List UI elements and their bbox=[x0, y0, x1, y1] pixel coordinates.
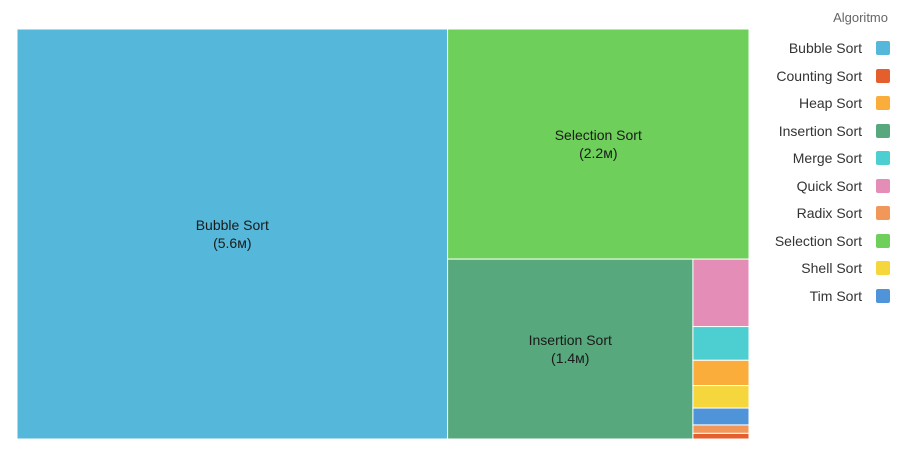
legend-label: Merge Sort bbox=[792, 150, 862, 166]
legend-item-merge-sort[interactable]: Merge Sort bbox=[740, 148, 890, 176]
legend-item-bubble-sort[interactable]: Bubble Sort bbox=[740, 38, 890, 66]
legend-label: Tim Sort bbox=[809, 287, 862, 304]
legend-label: Radix Sort bbox=[796, 205, 862, 221]
treemap-rect[interactable] bbox=[692, 424, 750, 434]
treemap-tile-merge-sort[interactable] bbox=[692, 326, 750, 361]
legend-label: Insertion Sort bbox=[778, 122, 862, 139]
tile-label: Insertion Sort bbox=[529, 332, 612, 348]
legend-label: Quick Sort bbox=[796, 177, 862, 194]
treemap-rect[interactable] bbox=[447, 28, 750, 260]
legend-swatch bbox=[876, 178, 890, 193]
legend-item-heap-sort[interactable]: Heap Sort bbox=[740, 93, 890, 121]
treemap-rect[interactable] bbox=[692, 258, 750, 328]
legend-swatch bbox=[876, 261, 890, 275]
tile-value-label: (2.2м) bbox=[579, 145, 617, 161]
legend-swatch bbox=[876, 151, 890, 165]
treemap-tile-selection-sort[interactable]: Selection Sort (2.2м) bbox=[447, 28, 750, 260]
treemap-rect[interactable] bbox=[16, 28, 449, 440]
legend-label: Heap Sort bbox=[798, 95, 862, 111]
treemap-tile-counting-sort[interactable] bbox=[692, 432, 750, 440]
legend-item-quick-sort[interactable]: Quick Sort bbox=[740, 176, 890, 204]
tile-label: Bubble Sort bbox=[196, 217, 269, 233]
legend: Bubble Sort Counting Sort Heap Sort Inserti… bbox=[740, 38, 890, 313]
treemap-tile-tim-sort[interactable] bbox=[692, 407, 750, 426]
legend-swatch bbox=[876, 233, 890, 248]
treemap-tile-insertion-sort[interactable]: Insertion Sort (1.4м) bbox=[447, 258, 694, 440]
legend-label: Selection Sort bbox=[774, 232, 862, 249]
legend-item-radix-sort[interactable]: Radix Sort bbox=[740, 203, 890, 231]
tile-value-label: (5.6м) bbox=[213, 235, 251, 251]
treemap-tile-bubble-sort[interactable]: Bubble Sort (5.6м) bbox=[16, 28, 449, 440]
legend-item-tim-sort[interactable]: Tim Sort bbox=[740, 286, 890, 314]
legend-item-selection-sort[interactable]: Selection Sort bbox=[740, 231, 890, 259]
treemap-rect[interactable] bbox=[692, 385, 750, 409]
legend-label: Counting Sort bbox=[776, 67, 862, 84]
legend-title: Algoritmo bbox=[833, 10, 888, 25]
treemap-tile-radix-sort[interactable] bbox=[692, 424, 750, 434]
legend-swatch bbox=[876, 288, 890, 303]
legend-item-insertion-sort[interactable]: Insertion Sort bbox=[740, 121, 890, 149]
treemap-tile-quick-sort[interactable] bbox=[692, 258, 750, 328]
tile-value-label: (1.4м) bbox=[551, 350, 589, 366]
legend-item-shell-sort[interactable]: Shell Sort bbox=[740, 258, 890, 286]
treemap-tile-heap-sort[interactable] bbox=[692, 359, 750, 387]
legend-swatch bbox=[876, 41, 890, 55]
treemap-rect[interactable] bbox=[692, 326, 750, 361]
tile-label: Selection Sort bbox=[555, 127, 642, 143]
treemap-rect[interactable] bbox=[692, 407, 750, 426]
legend-swatch bbox=[876, 96, 890, 110]
legend-label: Shell Sort bbox=[801, 260, 862, 276]
treemap-rect[interactable] bbox=[692, 359, 750, 387]
legend-swatch bbox=[876, 123, 890, 138]
treemap-tile-shell-sort[interactable] bbox=[692, 385, 750, 409]
treemap-rect[interactable] bbox=[692, 432, 750, 440]
legend-swatch bbox=[876, 206, 890, 220]
legend-swatch bbox=[876, 68, 890, 83]
treemap-rect[interactable] bbox=[447, 258, 694, 440]
legend-label: Bubble Sort bbox=[788, 40, 862, 56]
legend-item-counting-sort[interactable]: Counting Sort bbox=[740, 66, 890, 94]
